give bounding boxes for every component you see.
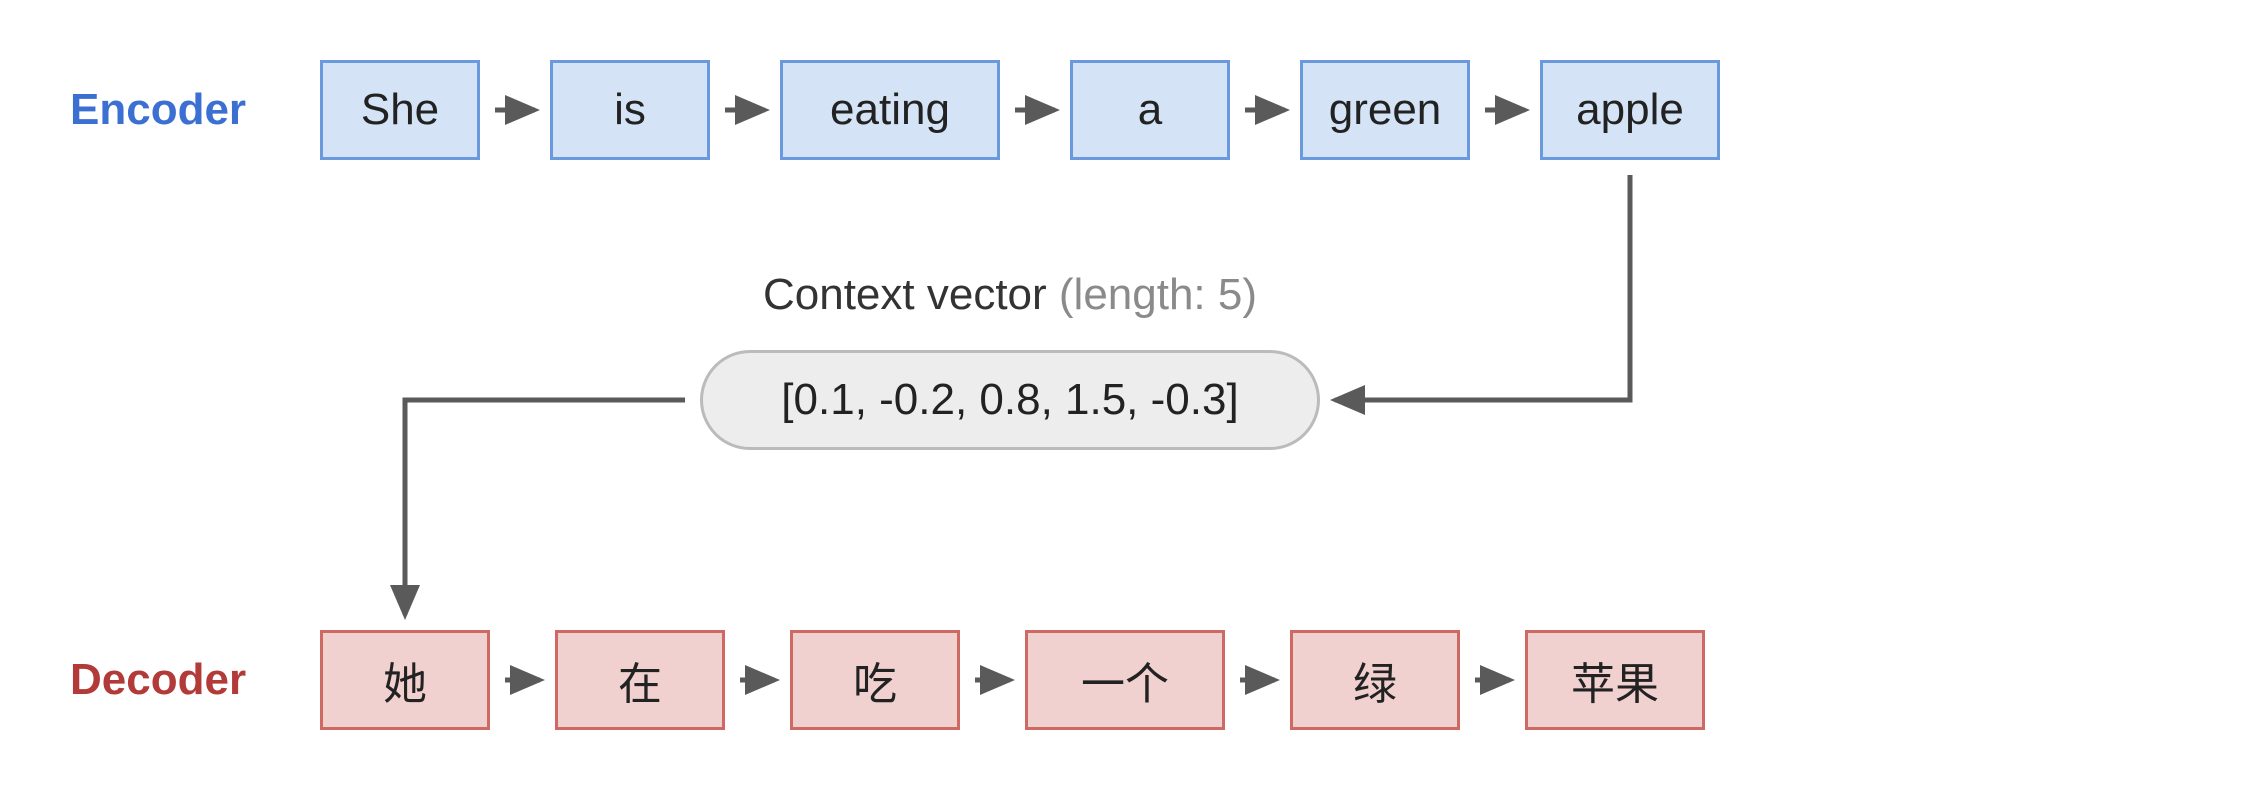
decoder-token: 在 [555,630,725,730]
encoder-token: is [550,60,710,160]
decoder-label: Decoder [70,630,246,730]
decoder-token: 一个 [1025,630,1225,730]
context-vector-label: Context vector (length: 5) [600,270,1420,320]
context-vector-value: [0.1, -0.2, 0.8, 1.5, -0.3] [700,350,1320,450]
encoder-token: apple [1540,60,1720,160]
context-label-sub: (length: 5) [1059,270,1257,319]
diagram-canvas: Encoder Decoder She is eating a green ap… [0,0,2268,804]
encoder-token: green [1300,60,1470,160]
encoder-token: She [320,60,480,160]
encoder-token: eating [780,60,1000,160]
decoder-token: 绿 [1290,630,1460,730]
decoder-token: 苹果 [1525,630,1705,730]
context-label-main: Context vector [763,270,1059,319]
encoder-label: Encoder [70,60,246,160]
decoder-token: 她 [320,630,490,730]
encoder-token: a [1070,60,1230,160]
decoder-token: 吃 [790,630,960,730]
